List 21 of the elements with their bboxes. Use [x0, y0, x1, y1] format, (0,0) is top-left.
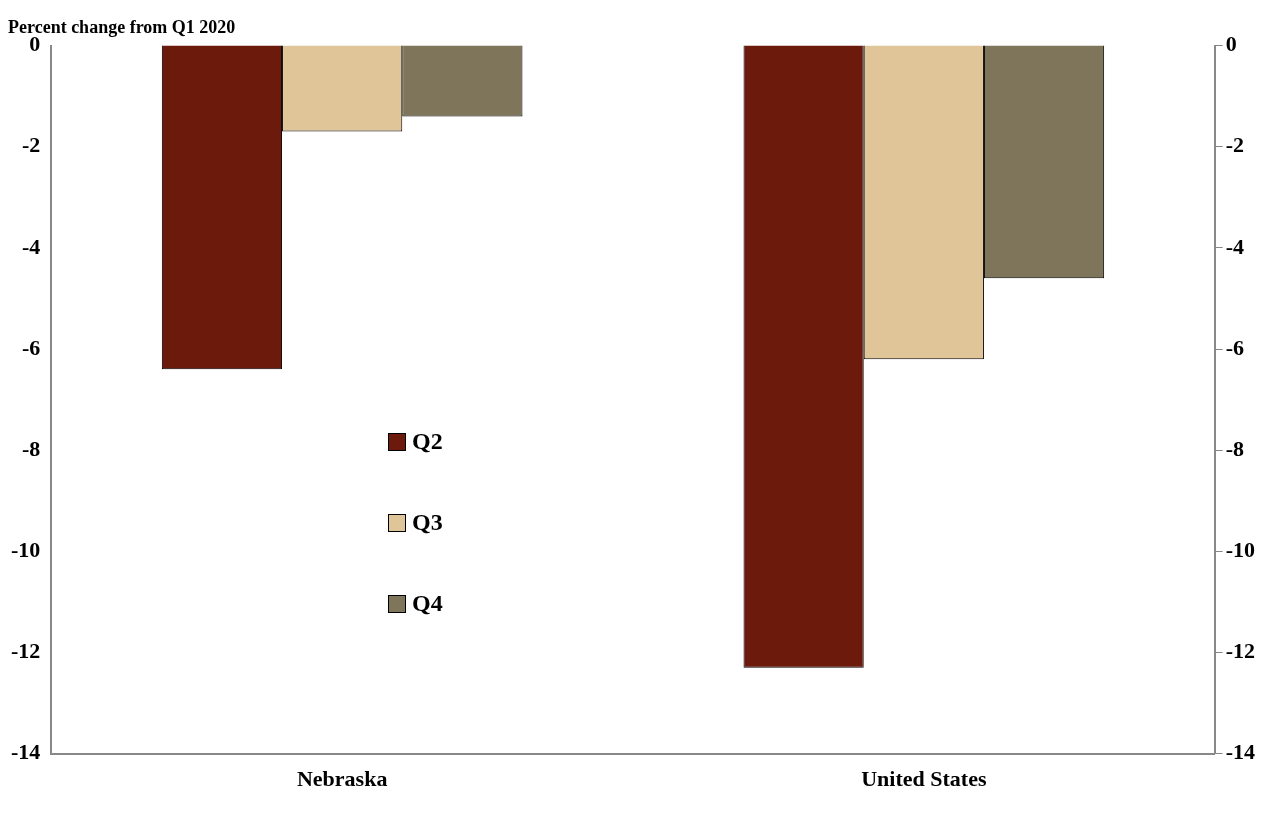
legend-label: Q4: [412, 590, 443, 617]
y-tick-label: -6: [22, 334, 41, 360]
x-tick-label: Nebraska: [296, 766, 388, 792]
y2-tick-label: 0: [1225, 31, 1237, 57]
y-tick-label: -14: [11, 739, 41, 765]
y2-tick-label: -6: [1225, 334, 1244, 360]
y-tick-label: -2: [22, 132, 41, 158]
y2-tick-label: -12: [1225, 638, 1255, 664]
y-tick-label: -12: [11, 638, 41, 664]
y2-tick-label: -4: [1225, 233, 1244, 259]
y2-tick-label: -14: [1225, 739, 1255, 765]
legend-label: Q3: [412, 509, 443, 536]
y-tick-label: -10: [11, 537, 41, 562]
y2-tick-label: -2: [1225, 132, 1244, 158]
y2-tick-label: -8: [1225, 435, 1244, 461]
chart-title: Percent change from Q1 2020: [8, 17, 236, 38]
y-tick-label: -4: [22, 233, 41, 259]
y2-tick-label: -10: [1225, 537, 1255, 562]
x-tick-label: United States: [861, 766, 987, 792]
legend-label: Q2: [412, 428, 443, 455]
y-tick-label: -8: [22, 435, 41, 461]
